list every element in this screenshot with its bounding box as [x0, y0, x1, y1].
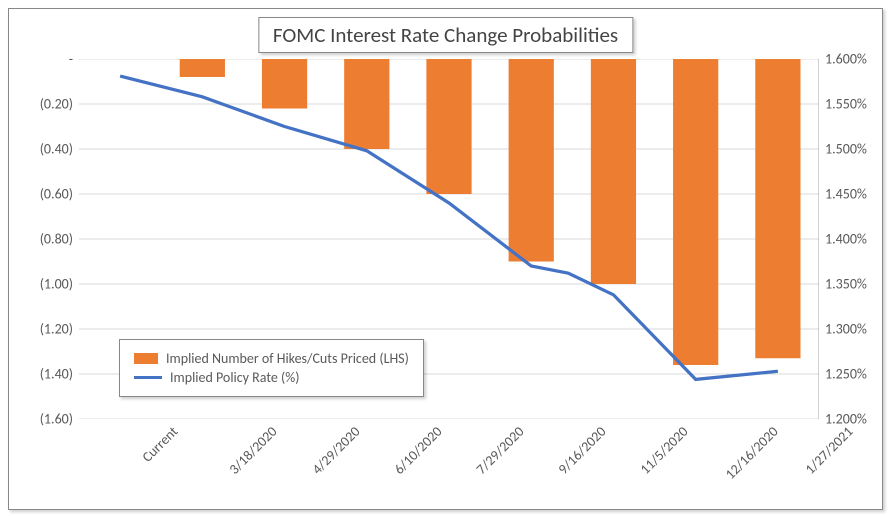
- bars-group: [180, 59, 801, 365]
- bar: [591, 59, 636, 284]
- y-left-tick-label: (0.20): [40, 96, 73, 113]
- bar: [673, 59, 718, 365]
- x-tick-label: 4/29/2020: [308, 423, 363, 478]
- y-left-tick-label: -: [69, 51, 73, 68]
- legend-item-line: Implied Policy Rate (%): [134, 369, 409, 386]
- x-tick-label: 7/29/2020: [473, 423, 528, 478]
- y-left-tick-label: (1.60): [40, 411, 73, 428]
- y-left-tick-label: (1.00): [40, 276, 73, 293]
- line-swatch-icon: [134, 376, 162, 379]
- y-left-tick-label: (1.40): [40, 366, 73, 383]
- x-tick-label: 12/16/2020: [721, 423, 781, 483]
- x-tick-label: Current: [139, 423, 182, 466]
- y-left-tick-label: (0.60): [40, 186, 73, 203]
- x-tick-label: 3/18/2020: [226, 423, 281, 478]
- legend-item-bars: Implied Number of Hikes/Cuts Priced (LHS…: [134, 350, 409, 367]
- bar: [262, 59, 307, 109]
- x-tick-label: 11/5/2020: [637, 423, 692, 478]
- y-left-tick-label: (0.40): [40, 141, 73, 158]
- y-right-tick-label: 1.600%: [825, 51, 867, 68]
- bar: [426, 59, 471, 194]
- y-right-tick-label: 1.400%: [825, 231, 867, 248]
- x-tick-label: 6/10/2020: [390, 423, 445, 478]
- x-tick-label: 9/16/2020: [555, 423, 610, 478]
- legend: Implied Number of Hikes/Cuts Priced (LHS…: [119, 339, 424, 397]
- y-right-tick-label: 1.300%: [825, 321, 867, 338]
- legend-label-line: Implied Policy Rate (%): [170, 369, 300, 386]
- y-right-tick-label: 1.250%: [825, 366, 867, 383]
- y-right-tick-label: 1.450%: [825, 186, 867, 203]
- bar-swatch-icon: [134, 353, 158, 364]
- bar: [344, 59, 389, 149]
- y-left-tick-label: (0.80): [40, 231, 73, 248]
- x-axis-labels: Current 3/18/2020 4/29/2020 6/10/2020 7/29/2…: [79, 423, 819, 503]
- y-right-tick-label: 1.550%: [825, 96, 867, 113]
- bar: [180, 59, 225, 77]
- x-tick-label: 1/27/2021: [802, 423, 857, 478]
- bar: [509, 59, 554, 262]
- y-right-tick-label: 1.350%: [825, 276, 867, 293]
- y-left-tick-label: (1.20): [40, 321, 73, 338]
- bar: [755, 59, 800, 358]
- chart-frame: FOMC Interest Rate Change Probabilities …: [8, 8, 883, 510]
- chart-title: FOMC Interest Rate Change Probabilities: [258, 17, 633, 53]
- y-right-tick-label: 1.500%: [825, 141, 867, 158]
- legend-label-bars: Implied Number of Hikes/Cuts Priced (LHS…: [166, 350, 409, 367]
